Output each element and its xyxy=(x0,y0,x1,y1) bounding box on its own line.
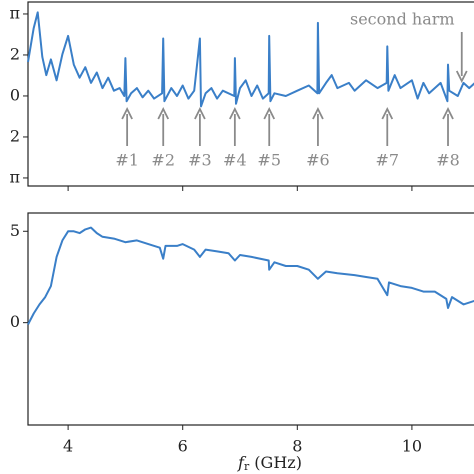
arrow-head xyxy=(312,106,324,120)
y-tick-label: π xyxy=(9,167,20,186)
x-tick-label: 10 xyxy=(402,437,422,456)
arrow-head xyxy=(157,106,170,120)
annotation-label: second harm xyxy=(350,10,455,29)
x-label-subscript: r xyxy=(244,460,250,473)
x-tick-label: 4 xyxy=(63,437,73,456)
x-label-symbol: f xyxy=(237,453,247,472)
y-tick-label: 2 xyxy=(10,126,20,145)
annotation-label: #8 xyxy=(436,151,460,170)
arrow-head xyxy=(381,106,394,120)
annotation-label: #3 xyxy=(188,151,212,170)
arrow-head xyxy=(121,106,133,120)
x-label-unit: (GHz) xyxy=(249,453,302,472)
arrow-head xyxy=(455,70,468,84)
y-tick-label: 0 xyxy=(10,312,20,331)
data-line xyxy=(27,11,474,108)
x-tick-label: 6 xyxy=(178,437,188,456)
y-tick-label: 5 xyxy=(10,221,20,240)
annotation-label: #2 xyxy=(151,151,175,170)
y-tick-label: π xyxy=(9,3,20,22)
annotation-label: #1 xyxy=(115,151,139,170)
arrow-head xyxy=(263,106,276,120)
data-line xyxy=(27,226,474,325)
annotation-label: #4 xyxy=(223,151,247,170)
x-axis-label: fr (GHz) xyxy=(237,453,302,474)
y-tick-label: 0 xyxy=(10,85,20,104)
arrow-head xyxy=(194,106,206,120)
annotation-label: #5 xyxy=(257,151,281,170)
annotation-label: #7 xyxy=(375,151,399,170)
axes-frame xyxy=(27,1,474,187)
axes-frame xyxy=(27,212,474,426)
y-tick-label: 2 xyxy=(10,44,20,63)
annotation-label: #6 xyxy=(306,151,330,170)
arrow-head xyxy=(442,106,454,120)
x-tick-label: 8 xyxy=(292,437,302,456)
arrow-head xyxy=(229,106,241,120)
